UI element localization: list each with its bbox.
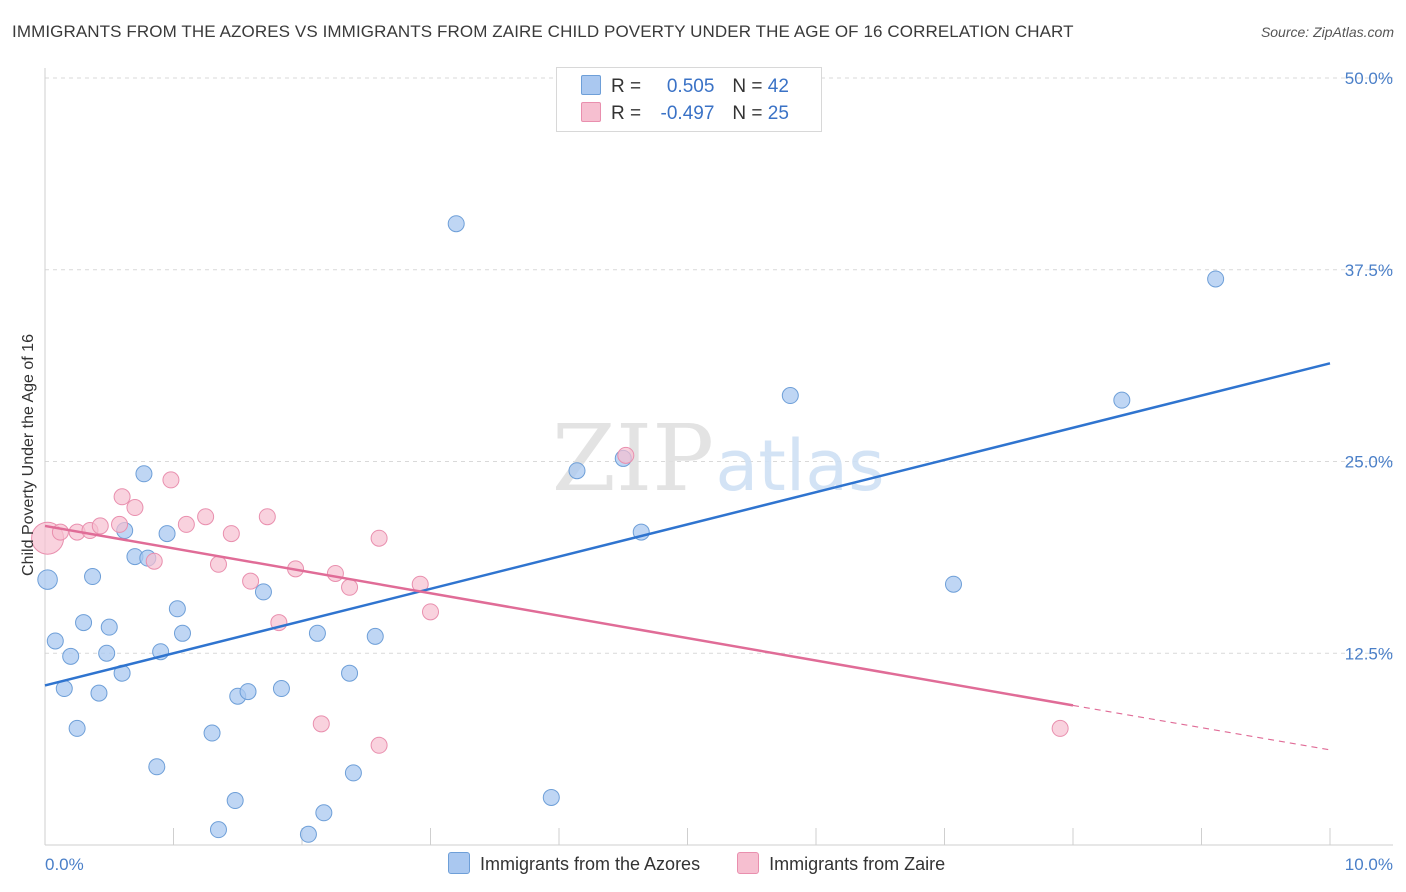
azores-point: [568, 462, 586, 480]
x-tick-label: 0.0%: [45, 855, 84, 874]
azores-point: [148, 758, 166, 776]
azores-point: [226, 792, 244, 810]
azores-point: [315, 804, 333, 822]
azores-point: [542, 788, 560, 806]
azores-swatch: [581, 75, 601, 95]
azores-point: [781, 387, 799, 405]
azores-point: [366, 627, 384, 645]
azores-point: [308, 624, 326, 642]
azores-point: [299, 825, 317, 843]
series-legend: Immigrants from the Azores Immigrants fr…: [448, 852, 977, 875]
zaire-n-value: 25: [767, 103, 789, 124]
zaire-legend-label: Immigrants from Zaire: [769, 854, 946, 874]
azores-r-label: R =: [611, 76, 642, 97]
zaire-trendline: [44, 524, 1074, 707]
zaire-point: [326, 564, 344, 582]
azores-point: [344, 764, 362, 782]
azores-point: [75, 614, 93, 632]
azores-point: [1207, 270, 1225, 288]
zaire-r-value: -0.497: [660, 103, 715, 124]
azores-point: [98, 644, 116, 662]
zaire-point: [209, 555, 227, 573]
azores-point: [173, 624, 191, 642]
y-tick-label: 25.0%: [1345, 453, 1393, 472]
azores-point: [272, 680, 290, 698]
azores-point: [254, 583, 272, 601]
y-tick-label: 37.5%: [1345, 261, 1393, 280]
azores-point: [944, 575, 962, 593]
axes: [44, 68, 1393, 846]
zaire-point: [162, 471, 180, 489]
zaire-point: [126, 499, 144, 517]
zaire-point: [1051, 719, 1069, 737]
zaire-point: [91, 517, 109, 535]
legend-item-zaire: Immigrants from Zaire: [737, 852, 945, 875]
azores-point: [135, 465, 153, 483]
zaire-point: [145, 552, 163, 570]
azores-point: [168, 600, 186, 618]
zaire-trendline-extension: [1072, 704, 1331, 751]
azores-points: [37, 215, 1225, 843]
watermark-atlas: atlas: [715, 425, 884, 507]
azores-point: [84, 568, 102, 586]
zaire-point: [422, 603, 439, 621]
zaire-point: [113, 488, 131, 506]
zaire-points: [31, 446, 1069, 754]
legend-row-zaire: R = -0.497 N = 25: [581, 102, 789, 126]
zaire-swatch: [581, 102, 601, 122]
azores-point: [90, 684, 108, 702]
azores-point: [158, 525, 176, 543]
zaire-point: [312, 715, 330, 733]
azores-point: [447, 215, 465, 233]
zaire-r-label: R =: [611, 103, 642, 124]
azores-point: [46, 632, 64, 650]
y-axis-label: Child Poverty Under the Age of 16: [20, 334, 37, 576]
azores-r-value: 0.505: [666, 76, 715, 97]
azores-point: [239, 683, 257, 701]
azores-point: [68, 719, 86, 737]
zaire-legend-swatch: [737, 852, 760, 874]
y-tick-label: 50.0%: [1345, 69, 1393, 88]
tick-labels: 12.5% 25.0% 37.5% 50.0% 0.0% 10.0%: [45, 69, 1393, 874]
correlation-legend: R = 0.505 N = 42 R = -0.497 N = 25: [556, 67, 822, 132]
azores-legend-swatch: [448, 852, 470, 874]
azores-trendline: [44, 362, 1331, 687]
x-tick-label: 10.0%: [1345, 855, 1393, 874]
azores-point: [62, 647, 80, 665]
y-tick-label: 12.5%: [1345, 644, 1393, 663]
legend-item-azores: Immigrants from the Azores: [448, 852, 700, 875]
watermark: ZIP atlas: [552, 405, 885, 512]
azores-legend-label: Immigrants from the Azores: [480, 854, 701, 874]
grid-lines: [45, 77, 1393, 654]
azores-point: [100, 618, 118, 636]
azores-point: [209, 821, 227, 839]
zaire-point: [258, 508, 276, 526]
trendlines: [44, 362, 1331, 751]
zaire-point: [111, 515, 129, 533]
azores-point: [37, 569, 58, 590]
zaire-point: [370, 736, 388, 754]
source-credit: Source: ZipAtlas.com: [1260, 24, 1394, 40]
chart-title: IMMIGRANTS FROM THE AZORES VS IMMIGRANTS…: [12, 22, 1074, 41]
zaire-point: [177, 515, 195, 533]
zaire-n-label: N =: [732, 103, 763, 124]
azores-point: [1113, 391, 1131, 409]
zaire-point: [370, 529, 388, 547]
zaire-point: [197, 508, 215, 526]
azores-point: [203, 724, 221, 742]
zaire-point: [341, 578, 359, 596]
azores-n-label: N =: [732, 76, 763, 97]
legend-row-azores: R = 0.505 N = 42: [581, 75, 789, 99]
zaire-point: [222, 525, 240, 543]
azores-n-value: 42: [767, 76, 789, 97]
zaire-point: [617, 446, 635, 464]
azores-point: [341, 664, 359, 682]
zaire-point: [242, 572, 260, 590]
